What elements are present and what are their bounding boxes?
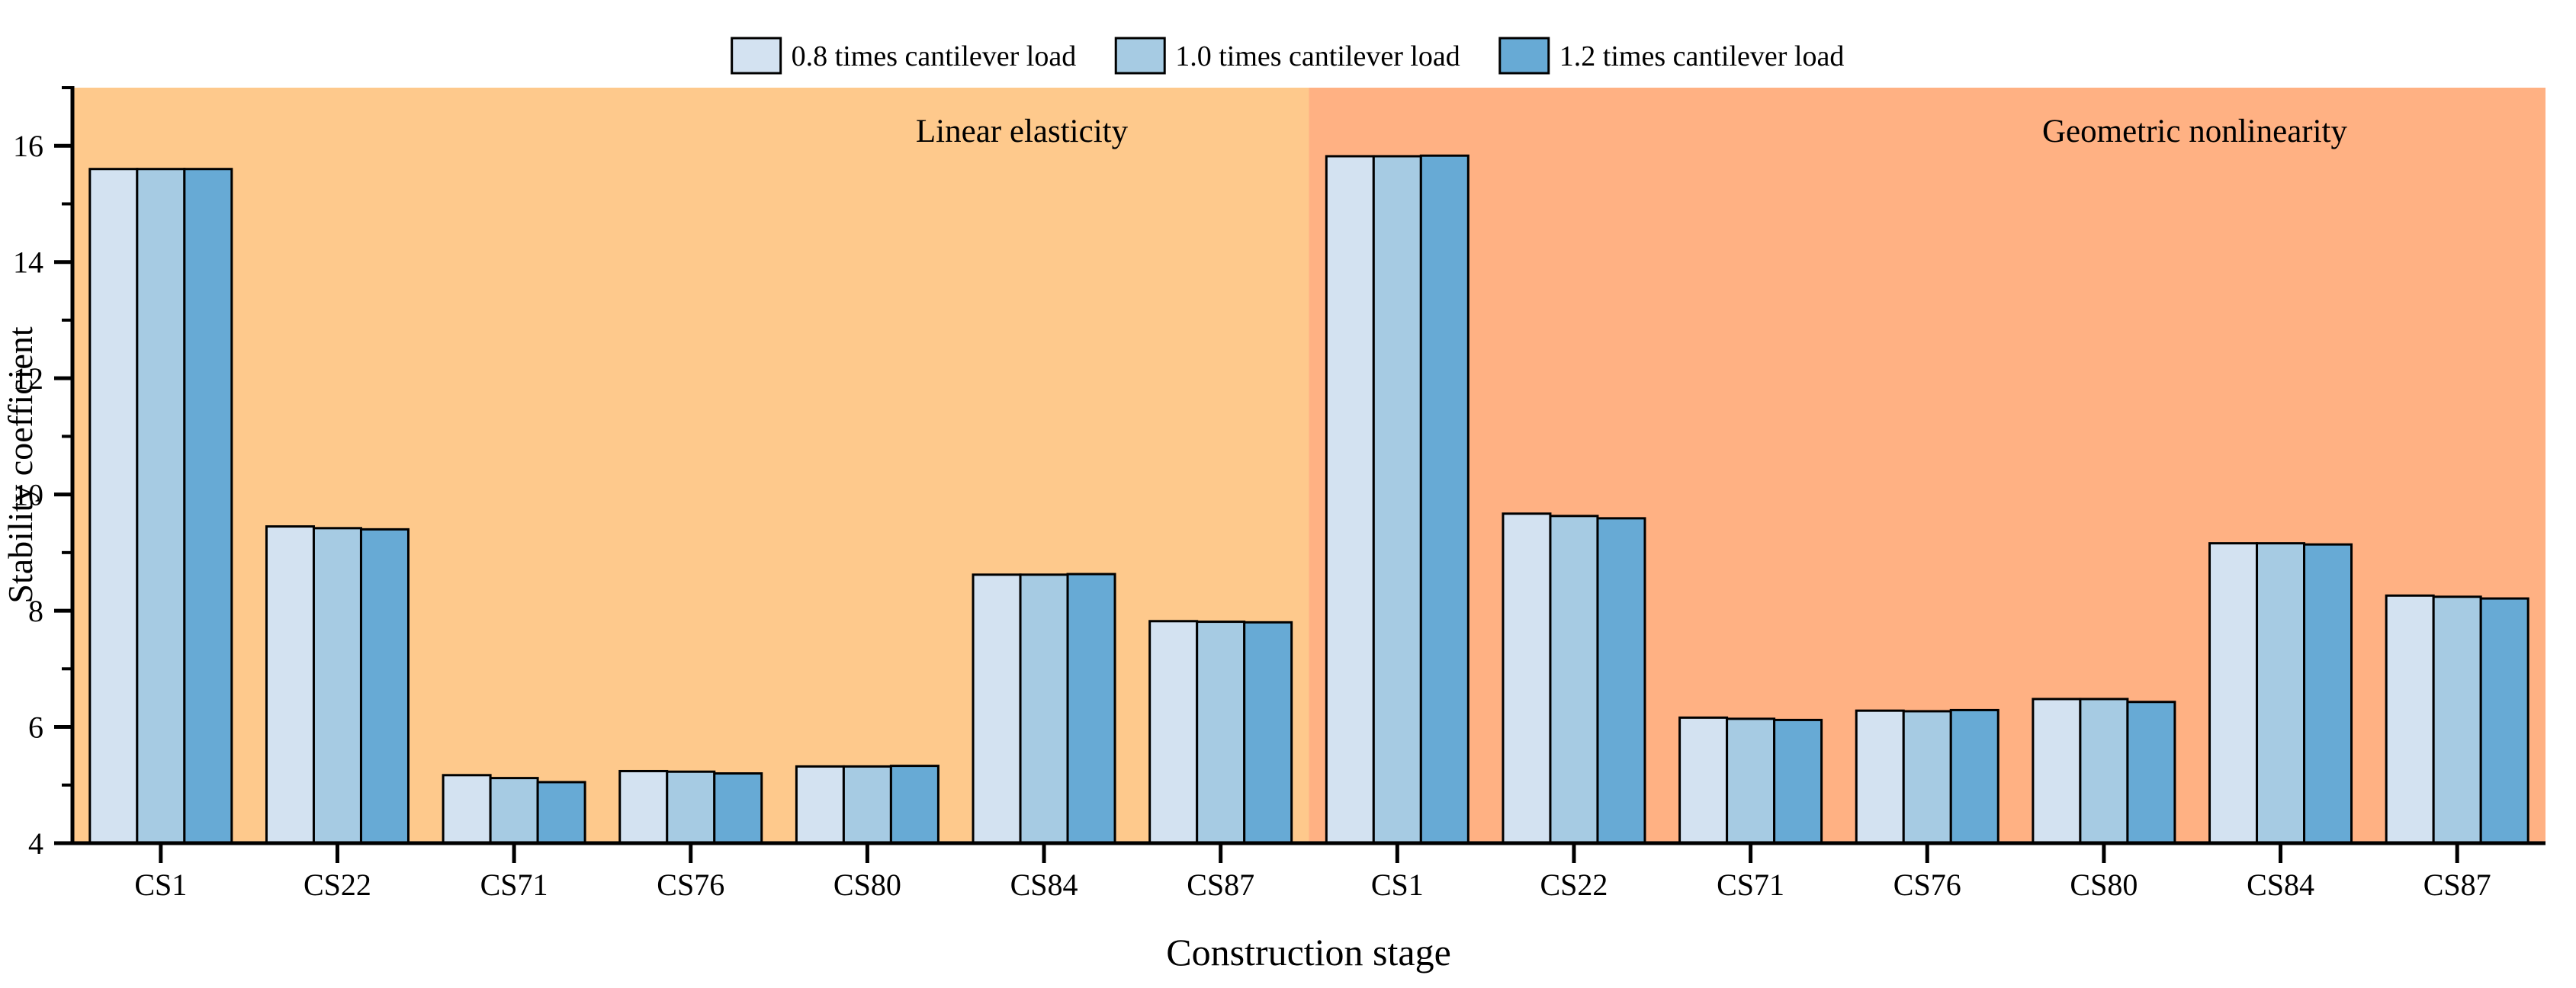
bar-CS87-series0 (2385, 594, 2435, 845)
bar-CS1-series2 (1419, 154, 1469, 845)
bar-CS80-series1 (2079, 698, 2129, 845)
bar-CS84-series0 (972, 573, 1022, 845)
y-tick-label-6: 6 (28, 711, 43, 745)
bar-CS76-series0 (618, 769, 669, 845)
legend-swatch-1 (1114, 37, 1166, 75)
bar-CS76-series2 (713, 772, 763, 845)
bar-CS1-series2 (183, 168, 233, 845)
bar-CS22-series1 (312, 527, 362, 845)
bar-CS71-series1 (489, 777, 539, 845)
legend-label-2: 1.2 times cantilever load (1559, 40, 1845, 72)
y-tick-label-4: 4 (28, 826, 43, 861)
region-bg-linear (72, 88, 1309, 843)
bar-CS71-series2 (536, 781, 586, 845)
y-tick-label-8: 8 (28, 594, 43, 628)
x-tick-label-13-CS87: CS87 (2423, 868, 2491, 902)
bar-CS1-series1 (136, 168, 186, 845)
region-label-geometric-nonlinearity: Geometric nonlinearity (2042, 114, 2347, 149)
bar-CS22-series0 (265, 525, 315, 845)
legend-swatch-0 (731, 37, 782, 75)
x-tick-label-0-CS1: CS1 (134, 868, 187, 902)
legend-label-1: 1.0 times cantilever load (1175, 40, 1460, 72)
bar-CS84-series0 (2208, 542, 2259, 845)
bar-CS87-series1 (1196, 621, 1246, 845)
bar-CS84-series2 (1066, 573, 1116, 845)
legend-item-0: 0.8 times cantilever load (731, 37, 1077, 75)
x-tick-label-12-CS84: CS84 (2247, 868, 2314, 902)
x-tick-label-2-CS71: CS71 (480, 868, 548, 902)
x-tick-label-6-CS87: CS87 (1187, 868, 1254, 902)
bar-CS22-series0 (1502, 512, 1552, 845)
bar-CS1-series0 (1325, 155, 1375, 845)
bar-CS80-series0 (795, 765, 845, 845)
bar-CS80-series2 (889, 765, 940, 845)
bar-CS76-series2 (1949, 708, 1999, 845)
legend: 0.8 times cantilever load 1.0 times canti… (731, 37, 1845, 75)
bar-CS76-series1 (666, 770, 716, 845)
x-axis-title: Construction stage (1166, 931, 1451, 974)
region-label-linear-elasticity: Linear elasticity (916, 114, 1129, 149)
y-tick-label-12: 12 (13, 361, 43, 396)
bar-CS76-series0 (1855, 709, 1905, 845)
x-tick-label-11-CS80: CS80 (2070, 868, 2138, 902)
bar-CS71-series1 (1726, 717, 1776, 845)
bar-CS84-series1 (1019, 573, 1069, 845)
bar-CS76-series1 (1902, 710, 1952, 845)
x-tick-label-4-CS80: CS80 (834, 868, 901, 902)
y-axis-title: Stability coefficient (1, 326, 40, 603)
x-tick-label-5-CS84: CS84 (1010, 868, 1078, 902)
x-tick-label-9-CS71: CS71 (1717, 868, 1784, 902)
legend-item-1: 1.0 times cantilever load (1114, 37, 1460, 75)
x-tick-label-8-CS22: CS22 (1540, 868, 1608, 902)
bar-CS80-series2 (2126, 701, 2176, 845)
bar-CS22-series1 (1549, 515, 1599, 845)
x-tick-label-3-CS76: CS76 (657, 868, 724, 902)
bar-CS87-series2 (2479, 597, 2529, 845)
bar-CS22-series2 (1596, 517, 1646, 845)
x-tick-label-10-CS76: CS76 (1893, 868, 1961, 902)
x-tick-label-1-CS22: CS22 (304, 868, 371, 902)
bar-CS84-series1 (2256, 542, 2306, 845)
legend-item-2: 1.2 times cantilever load (1498, 37, 1845, 75)
bar-CS80-series0 (2032, 698, 2082, 845)
bar-CS71-series0 (1678, 716, 1729, 845)
bar-CS71-series0 (442, 774, 492, 845)
y-tick-label-10: 10 (13, 478, 43, 512)
bar-CS71-series2 (1773, 718, 1823, 845)
bar-CS1-series0 (88, 168, 139, 845)
bar-CS87-series0 (1148, 620, 1199, 845)
legend-swatch-2 (1498, 37, 1550, 75)
bar-CS84-series2 (2303, 543, 2353, 845)
bar-CS87-series1 (2432, 595, 2482, 845)
bar-CS87-series2 (1243, 621, 1293, 845)
y-tick-label-14: 14 (13, 245, 43, 280)
bars (88, 154, 2529, 845)
axes: 4 6 8 10 12 14 16 CS1 CS22 CS71 CS76 CS80 CS84 CS87 CS… (13, 86, 2545, 902)
y-tick-label-16: 16 (13, 129, 43, 163)
bar-CS22-series2 (359, 528, 410, 845)
bar-CS80-series1 (842, 765, 892, 845)
legend-label-0: 0.8 times cantilever load (792, 40, 1077, 72)
x-tick-label-7-CS1: CS1 (1371, 868, 1424, 902)
bar-CS1-series1 (1372, 155, 1422, 845)
